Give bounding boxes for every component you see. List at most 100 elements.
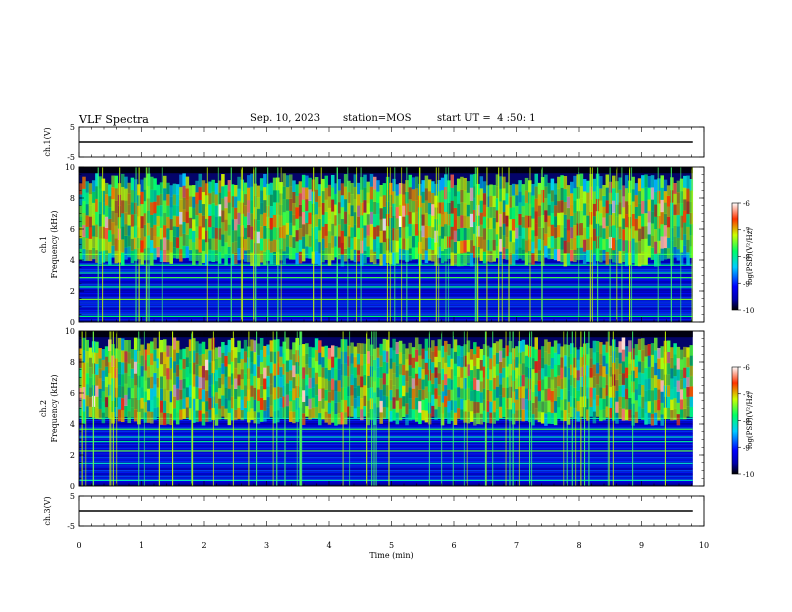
emission-cell [353, 236, 358, 250]
emission-cell [515, 399, 519, 411]
emission-cell [298, 181, 303, 194]
emission-cell [88, 347, 93, 358]
emission-cell [673, 365, 677, 377]
emission-cell [285, 187, 290, 200]
emission-cell [544, 400, 548, 414]
emission-cell [479, 391, 484, 403]
emission-cell [282, 212, 287, 226]
emission-cell [482, 228, 487, 241]
emission-cell [111, 187, 115, 200]
emission-cell [540, 202, 545, 216]
emission-cell [434, 367, 438, 378]
emission-cell [88, 183, 93, 195]
emission-cell [515, 205, 519, 217]
emission-cell [689, 235, 694, 247]
emission-cell [95, 407, 99, 419]
emission-cell [460, 346, 464, 357]
emission-cell [182, 185, 186, 198]
emission-cell [647, 366, 652, 379]
emission-cell [282, 385, 287, 397]
emission-cell [272, 411, 277, 424]
hum-line [79, 298, 693, 300]
emission-cell [324, 400, 329, 412]
emission-cell [98, 176, 102, 190]
emission-cell [143, 177, 148, 190]
emission-cell [153, 372, 157, 385]
emission-cell [188, 217, 193, 229]
emission-cell [240, 399, 245, 411]
sferic-line [110, 331, 112, 486]
emission-cell [615, 347, 619, 359]
emission-cell [482, 251, 487, 264]
emission-cell [292, 225, 296, 238]
emission-cell [482, 204, 487, 217]
emission-cell [156, 184, 161, 196]
sferic-line [230, 167, 232, 322]
emission-cell [476, 379, 480, 392]
emission-cell [117, 397, 122, 410]
emission-cell [650, 413, 655, 426]
emission-cell [518, 202, 522, 214]
emission-cell [566, 185, 571, 197]
emission-cell [666, 362, 671, 375]
emission-cell [553, 364, 558, 377]
emission-cell [437, 406, 442, 418]
emission-cell [634, 377, 639, 390]
emission-cell [408, 342, 413, 355]
emission-cell [411, 388, 416, 400]
y-tick-label: 5 [70, 492, 75, 501]
emission-cell [182, 408, 186, 419]
emission-cell [292, 388, 296, 401]
emission-cell [314, 395, 319, 407]
emission-cell [579, 222, 584, 236]
emission-cell [524, 377, 529, 389]
emission-cell [285, 394, 290, 407]
emission-cell [127, 351, 131, 364]
emission-cell [573, 347, 577, 358]
emission-cell [204, 359, 209, 371]
emission-cell [634, 242, 639, 255]
emission-cell [392, 203, 396, 216]
sferic-line [566, 331, 568, 486]
emission-cell [272, 375, 277, 388]
emission-cell [673, 236, 677, 247]
emission-cell [524, 240, 529, 253]
emission-cell [560, 367, 564, 379]
emission-cell [172, 408, 177, 421]
emission-cell [259, 226, 264, 239]
emission-cell [175, 340, 180, 353]
emission-cell [389, 379, 393, 391]
emission-cell [437, 372, 442, 385]
emission-cell [660, 380, 664, 392]
emission-cell [295, 184, 299, 196]
emission-cell [172, 247, 177, 259]
emission-cell [518, 363, 522, 376]
emission-cell [301, 355, 306, 368]
emission-cell [566, 230, 571, 243]
emission-cell [450, 358, 455, 370]
emission-cell [292, 411, 296, 424]
emission-cell [340, 230, 345, 243]
sferic-line [388, 331, 390, 486]
emission-cell [82, 350, 86, 363]
emission-cell [557, 396, 561, 408]
emission-cell [657, 215, 661, 229]
emission-cell [301, 413, 306, 426]
emission-cell [217, 367, 222, 379]
emission-cell [321, 226, 325, 239]
emission-cell [201, 365, 206, 378]
hum-line [79, 462, 693, 464]
emission-cell [547, 341, 551, 354]
emission-cell [570, 215, 574, 228]
emission-cell [637, 253, 642, 267]
sferic-line [670, 167, 672, 322]
emission-cell [230, 230, 235, 243]
emission-cell [411, 247, 416, 260]
emission-cell [85, 339, 89, 352]
emission-cell [172, 215, 177, 227]
emission-cell [198, 212, 203, 227]
emission-cell [657, 228, 661, 241]
emission-cell [586, 180, 590, 193]
emission-cell [566, 401, 571, 414]
emission-cell [272, 387, 277, 400]
